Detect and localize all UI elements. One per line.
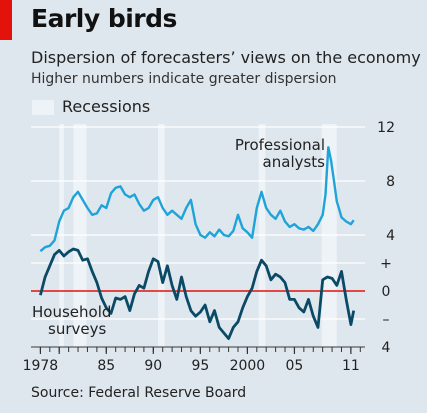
x-tick-label: 11 [342, 358, 360, 374]
y-tick-label-upper: 8 [386, 174, 395, 190]
x-tick-label: 05 [286, 358, 304, 374]
series-label-household: Household [32, 303, 111, 321]
series-professional-line [39, 146, 355, 253]
x-tick-label: 90 [144, 358, 162, 374]
x-tick-label: 95 [191, 358, 209, 374]
chart-note: Higher numbers indicate greater dispersi… [31, 71, 337, 87]
series-label-professional: analysts [263, 153, 326, 171]
legend-label-recessions: Recessions [62, 97, 151, 116]
series-household-line [39, 247, 356, 341]
series-label-household: surveys [48, 320, 106, 338]
x-tick-label: 2000 [230, 358, 266, 374]
brand-tag [0, 0, 12, 40]
y-tick-label-lower: – [383, 312, 390, 328]
legend-swatch-recessions [32, 100, 54, 115]
chart-subtitle: Dispersion of forecasters’ views on the … [31, 48, 421, 67]
y-tick-label-lower: 4 [382, 340, 391, 356]
y-tick-label-upper: 12 [377, 120, 395, 136]
series-label-professional: Professional [235, 136, 325, 154]
x-tick-label: 85 [97, 358, 115, 374]
chart-title: Early birds [31, 4, 177, 33]
x-tick-label: 1978 [23, 358, 59, 374]
source-note: Source: Federal Reserve Board [31, 385, 247, 401]
y-tick-label-lower: 0 [382, 284, 391, 300]
y-tick-label-upper: 4 [386, 228, 395, 244]
y-tick-label-lower: + [380, 256, 392, 272]
